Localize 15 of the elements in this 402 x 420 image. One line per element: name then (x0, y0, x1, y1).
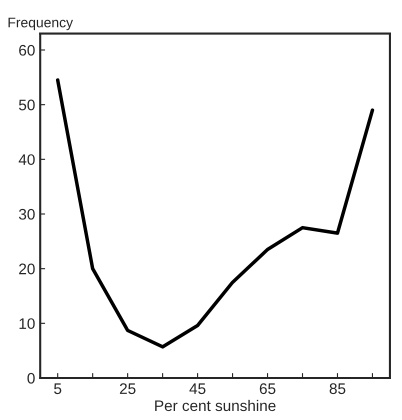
y-tick-label: 0 (27, 372, 35, 384)
x-axis-title: Per cent sunshine (155, 400, 276, 412)
y-tick-label: 40 (18, 154, 35, 166)
x-tick-label: 5 (54, 383, 62, 394)
y-tick-label: 20 (19, 264, 35, 274)
y-tick-label: 50 (18, 100, 35, 110)
y-tick-label: 60 (19, 44, 35, 56)
line-series (56, 78, 374, 349)
x-tick-label: 25 (120, 383, 136, 394)
y-axis-title: Frequency (8, 18, 73, 30)
y-tick-label: 10 (20, 318, 35, 330)
x-tick-label: 65 (260, 383, 276, 394)
x-tick-label: 45 (189, 383, 206, 394)
x-tick-label: 85 (330, 383, 346, 394)
y-tick-label: 30 (18, 208, 35, 220)
